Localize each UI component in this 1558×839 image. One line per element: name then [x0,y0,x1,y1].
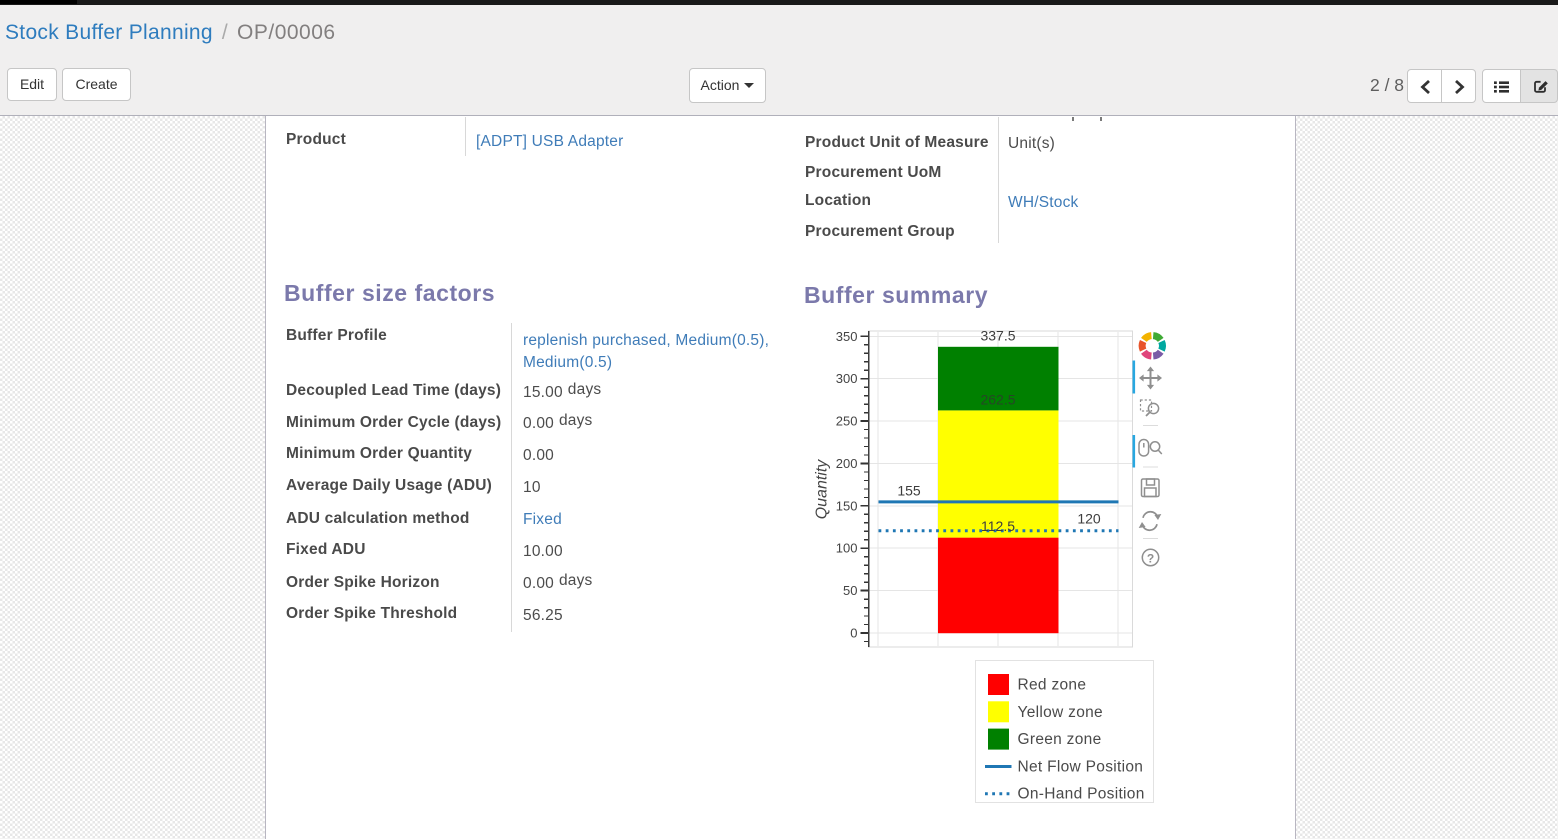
svg-text:0: 0 [850,626,857,641]
svg-text:On-Hand Position: On-Hand Position [1018,786,1145,803]
svg-text:Quantity: Quantity [814,459,831,520]
svg-text:Yellow zone: Yellow zone [1018,704,1103,721]
svg-text:250: 250 [836,414,858,429]
svg-text:112.5: 112.5 [981,518,1015,534]
svg-text:120: 120 [1077,511,1101,527]
svg-text:262.5: 262.5 [980,392,1015,408]
svg-text:300: 300 [836,371,858,386]
svg-text:Red zone: Red zone [1018,677,1087,694]
svg-text:155: 155 [897,483,921,499]
svg-text:Net Flow Position: Net Flow Position [1018,758,1144,775]
svg-text:200: 200 [836,456,858,471]
svg-text:100: 100 [836,541,858,556]
svg-text:Green zone: Green zone [1018,731,1102,748]
svg-text:150: 150 [836,498,858,513]
svg-text:337.5: 337.5 [980,328,1015,344]
svg-text:?: ? [1147,552,1154,566]
svg-text:350: 350 [836,329,858,344]
svg-text:50: 50 [843,583,857,598]
